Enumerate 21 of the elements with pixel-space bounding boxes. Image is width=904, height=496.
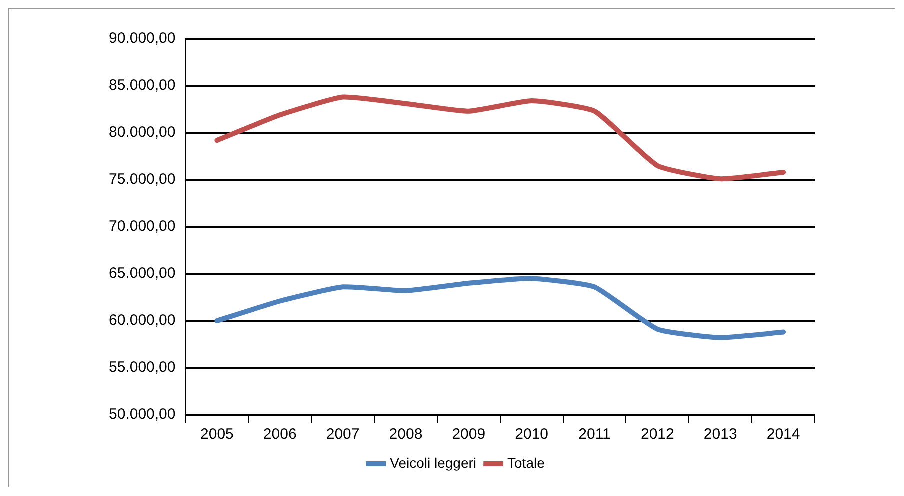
x-tick-label: 2012 xyxy=(640,426,674,444)
y-tick-label: 80.000,00 xyxy=(108,124,176,142)
legend-label: Veicoli leggeri xyxy=(390,454,477,471)
x-tick-label: 2006 xyxy=(263,426,297,444)
y-tick-label: 55.000,00 xyxy=(108,359,176,376)
y-tick-label: 50.000,00 xyxy=(108,406,176,424)
x-tick-label: 2010 xyxy=(515,426,549,444)
x-tick-label: 2011 xyxy=(578,426,611,444)
legend-label: Totale xyxy=(508,454,546,471)
x-tick-label: 2005 xyxy=(200,426,234,444)
y-tick-label: 90.000,00 xyxy=(108,30,176,48)
y-tick-label: 70.000,00 xyxy=(108,218,176,236)
y-tick-label: 60.000,00 xyxy=(108,312,176,330)
y-tick-label: 75.000,00 xyxy=(108,171,176,188)
y-tick-label: 85.000,00 xyxy=(108,77,176,94)
y-tick-label: 65.000,00 xyxy=(108,265,176,282)
x-tick-label: 2009 xyxy=(452,426,486,444)
x-tick-label: 2013 xyxy=(704,426,738,444)
x-tick-label: 2008 xyxy=(389,426,423,444)
x-tick-label: 2014 xyxy=(766,426,800,444)
x-tick-label: 2007 xyxy=(326,426,360,444)
